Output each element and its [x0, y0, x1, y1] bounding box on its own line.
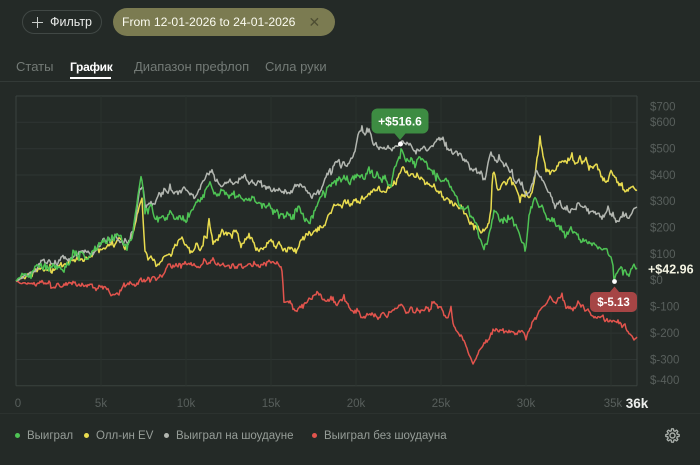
- svg-text:+$516.6: +$516.6: [378, 115, 422, 129]
- svg-text:$700: $700: [650, 101, 676, 113]
- svg-text:10k: 10k: [177, 398, 196, 410]
- svg-text:+$42.96: +$42.96: [648, 263, 694, 277]
- svg-text:15k: 15k: [262, 398, 281, 410]
- svg-text:36k: 36k: [626, 396, 649, 411]
- svg-text:$500: $500: [650, 144, 676, 156]
- svg-text:$-200: $-200: [650, 328, 679, 340]
- svg-text:25k: 25k: [432, 398, 451, 410]
- svg-text:$-5.13: $-5.13: [597, 297, 630, 309]
- svg-text:$-400: $-400: [650, 375, 679, 387]
- svg-text:5k: 5k: [95, 398, 107, 410]
- svg-text:$600: $600: [650, 117, 676, 129]
- svg-text:30k: 30k: [517, 398, 536, 410]
- svg-text:$400: $400: [650, 170, 676, 182]
- svg-text:35k: 35k: [604, 398, 623, 410]
- svg-text:$-100: $-100: [650, 302, 679, 314]
- svg-text:20k: 20k: [347, 398, 366, 410]
- svg-text:$0: $0: [650, 275, 663, 287]
- svg-text:$200: $200: [650, 223, 676, 235]
- svg-text:$-300: $-300: [650, 354, 679, 366]
- svg-text:0: 0: [15, 398, 21, 410]
- svg-text:$300: $300: [650, 196, 676, 208]
- svg-text:$100: $100: [650, 249, 676, 261]
